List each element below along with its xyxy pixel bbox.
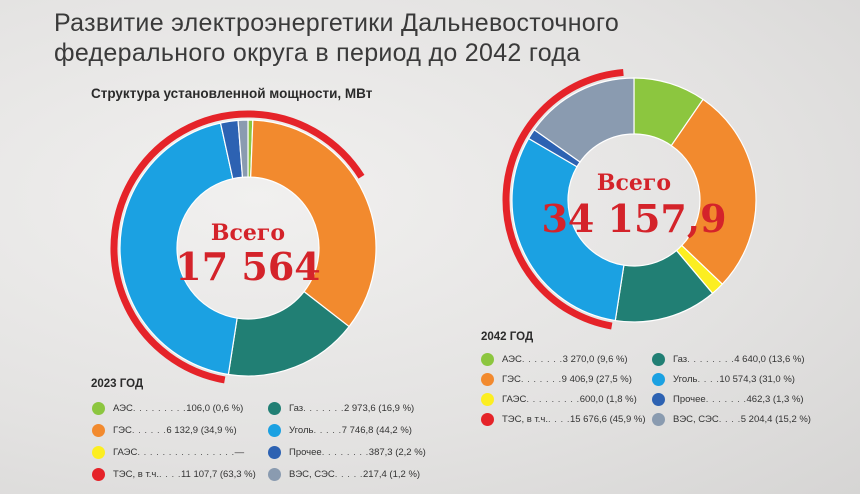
- total-word: Всего: [211, 220, 285, 246]
- legend-item-ves: ВЭС, СЭС . . . . 5 204,4 (15,2 %): [652, 412, 811, 426]
- legend-value: 217,4 (1,2 %): [363, 468, 421, 480]
- legend-item-ges: ГЭС. . . . . . . 9 406,9 (27,5 %): [481, 372, 632, 386]
- legend-swatch-ves: [652, 412, 665, 426]
- legend-name: ТЭС, в т.ч.: [113, 468, 159, 480]
- total-word: Всего: [597, 170, 671, 196]
- legend-value: 3 270,0 (9,6 %): [562, 353, 628, 365]
- legend-value: 9 406,9 (27,5 %): [561, 373, 632, 385]
- legend-item-gas: Газ . . . . . . . 2 973,6 (16,9 %): [268, 401, 414, 415]
- legend-name: ГЭС: [113, 424, 132, 436]
- legend-swatch-other: [652, 392, 665, 406]
- legend-swatch-gas: [652, 352, 665, 366]
- chart-subtitle: Структура установленной мощности, МВт: [91, 86, 373, 101]
- legend-swatch-gaes: [92, 445, 105, 459]
- slice-ges: [250, 119, 377, 328]
- legend-value: 2 973,6 (16,9 %): [343, 402, 415, 414]
- legend-value: 106,0 (0,6 %): [186, 402, 244, 414]
- slice-ges: [670, 98, 757, 285]
- legend-item-ves: ВЭС, СЭС . . . . . 217,4 (1,2 %): [268, 467, 420, 481]
- legend-item-other: Прочее . . . . . . . 462,3 (1,3 %): [652, 392, 804, 406]
- year-label-2042: 2042 ГОД: [481, 331, 534, 343]
- legend-value: 600,0 (1,8 %): [579, 393, 637, 405]
- outer-arc-tes: [110, 110, 365, 384]
- legend-name: ВЭС, СЭС: [673, 413, 719, 425]
- legend-swatch-ges: [481, 372, 494, 386]
- legend-item-coal: Уголь . . . . 10 574,3 (31,0 %): [652, 372, 795, 386]
- legend-swatch-aes: [92, 401, 105, 415]
- legend-leader-dots: . . . . .: [334, 468, 364, 480]
- legend-leader-dots: . . . . . . . .: [687, 353, 735, 365]
- legend-name: ТЭС, в т.ч.: [502, 413, 548, 425]
- legend-swatch-ges: [92, 423, 105, 437]
- legend-swatch-gas: [268, 401, 281, 415]
- legend-name: ГЭС: [502, 373, 521, 385]
- legend-name: ГАЭС: [502, 393, 527, 405]
- legend-name: ВЭС, СЭС: [289, 468, 335, 480]
- legend-value: 15 676,6 (45,9 %): [569, 413, 646, 425]
- legend-leader-dots: . . . .: [158, 468, 181, 480]
- legend-leader-dots: . . . . . . .: [705, 393, 747, 405]
- legend-name: Прочее: [673, 393, 706, 405]
- legend-swatch-coal: [652, 372, 665, 386]
- outer-arc-tes: [502, 68, 624, 330]
- slice-ves: [237, 119, 249, 178]
- legend-leader-dots: . . . . . . .: [521, 353, 563, 365]
- legend-value: 5 204,4 (15,2 %): [740, 413, 811, 425]
- total-value: 17 564: [175, 244, 320, 289]
- legend-item-aes: АЭС . . . . . . . 3 270,0 (9,6 %): [481, 352, 628, 366]
- legend-leader-dots: . . . . . .: [131, 424, 167, 436]
- legend-item-tes: ТЭС, в т.ч. . . . . 11 107,7 (63,3 %): [92, 467, 256, 481]
- slice-coal: [119, 122, 238, 376]
- legend-value: 11 107,7 (63,3 %): [180, 468, 256, 480]
- legend-swatch-ves: [268, 467, 281, 481]
- legend-swatch-other: [268, 445, 281, 459]
- legend-name: Газ: [673, 353, 688, 365]
- legend-swatch-gaes: [481, 392, 494, 406]
- legend-leader-dots: . . . .: [718, 413, 741, 425]
- legend-item-other: Прочее . . . . . . . . 387,3 (2,2 %): [268, 445, 426, 459]
- legend-swatch-aes: [481, 352, 494, 366]
- slice-coal: [511, 137, 625, 322]
- legend-value: —: [234, 446, 245, 458]
- legend-leader-dots: . . . .: [697, 373, 720, 385]
- legend-value: 7 746,8 (44,2 %): [341, 424, 412, 436]
- legend-name: АЭС: [502, 353, 522, 365]
- legend-name: Уголь: [289, 424, 314, 436]
- legend-swatch-tes: [481, 412, 494, 426]
- legend-value: 462,3 (1,3 %): [746, 393, 804, 405]
- legend-leader-dots: . . . . . . .: [520, 373, 562, 385]
- legend-leader-dots: . . . . . . . . .: [132, 402, 187, 414]
- legend-leader-dots: . . . . . . . .: [321, 446, 369, 458]
- legend-name: Уголь: [673, 373, 698, 385]
- legend-leader-dots: . . . . . . . . . . . . . . . .: [137, 446, 235, 458]
- legend-item-aes: АЭС . . . . . . . . . 106,0 (0,6 %): [92, 401, 243, 415]
- legend-item-gaes: ГАЭС . . . . . . . . . . . . . . . . —: [92, 445, 244, 459]
- legend-value: 6 132,9 (34,9 %): [166, 424, 237, 436]
- legend-leader-dots: . . . .: [547, 413, 570, 425]
- legend-swatch-tes: [92, 467, 105, 481]
- year-label-2023: 2023 ГОД: [91, 378, 144, 390]
- legend-item-gas: Газ . . . . . . . . 4 640,0 (13,6 %): [652, 352, 805, 366]
- legend-value: 10 574,3 (31,0 %): [719, 373, 795, 385]
- legend-name: Газ: [289, 402, 304, 414]
- legend-item-ges: ГЭС. . . . . . 6 132,9 (34,9 %): [92, 423, 237, 437]
- legend-name: АЭС: [113, 402, 133, 414]
- legend-leader-dots: . . . . . . .: [303, 402, 344, 414]
- page-title: Развитие электроэнергетики Дальневосточн…: [54, 9, 620, 67]
- legend-leader-dots: . . . . . . . . .: [526, 393, 580, 405]
- slice-ves: [533, 77, 635, 163]
- legend-item-tes: ТЭС, в т.ч. . . . . 15 676,6 (45,9 %): [481, 412, 646, 426]
- legend-name: Прочее: [289, 446, 322, 458]
- legend-swatch-coal: [268, 423, 281, 437]
- legend-value: 387,3 (2,2 %): [368, 446, 426, 458]
- legend-value: 4 640,0 (13,6 %): [734, 353, 805, 365]
- legend-item-gaes: ГАЭС . . . . . . . . . 600,0 (1,8 %): [481, 392, 637, 406]
- legend-leader-dots: . . . . .: [313, 424, 342, 436]
- total-value: 34 157,9: [541, 196, 726, 241]
- legend-name: ГАЭС: [113, 446, 138, 458]
- legend-item-coal: Уголь . . . . . 7 746,8 (44,2 %): [268, 423, 412, 437]
